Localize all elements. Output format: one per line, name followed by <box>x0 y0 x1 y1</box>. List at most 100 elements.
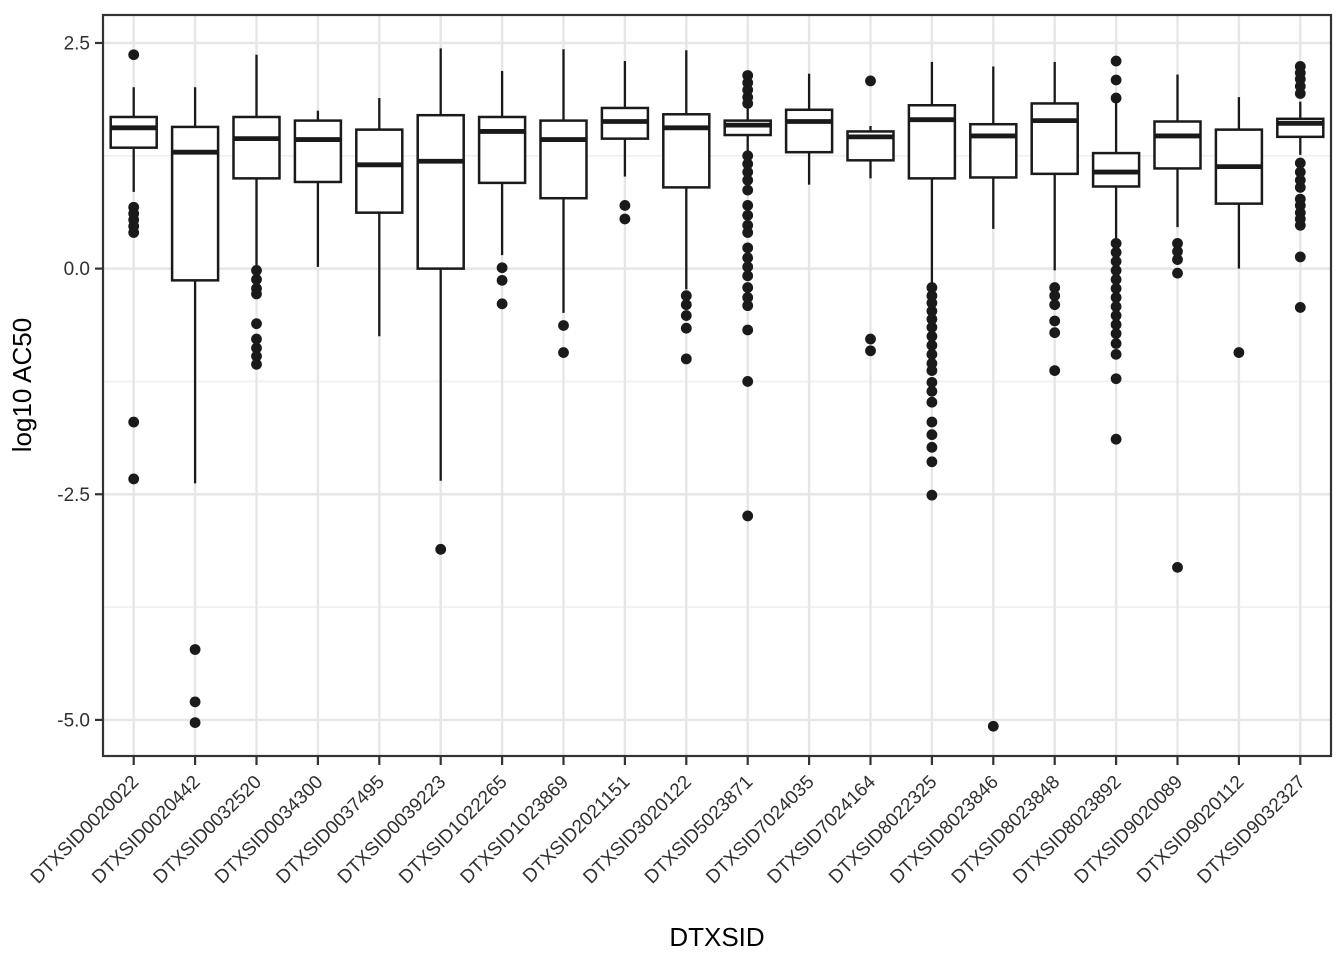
outlier-point <box>619 213 631 225</box>
boxplot <box>846 75 895 357</box>
outlier-point <box>619 200 631 211</box>
outlier-point <box>128 49 140 61</box>
outlier-point <box>742 158 754 170</box>
boxplot <box>539 49 588 358</box>
outlier-point <box>1172 246 1183 257</box>
outlier-point <box>742 300 754 312</box>
outlier-point <box>1172 237 1183 249</box>
iqr-box <box>232 115 281 180</box>
outlier-point <box>926 282 938 293</box>
outlier-point <box>1294 88 1306 99</box>
boxplot <box>293 110 343 267</box>
outlier-point <box>1233 347 1245 358</box>
boxplot <box>232 54 281 370</box>
outlier-point <box>926 396 938 408</box>
iqr-box <box>1030 102 1079 176</box>
outlier-point <box>742 242 754 254</box>
outlier-point <box>189 696 201 708</box>
y-tick-label: -2.5 <box>57 485 90 506</box>
outlier-point <box>1110 274 1122 285</box>
outlier-point <box>251 288 262 300</box>
outlier-point <box>742 292 754 303</box>
outlier-point <box>680 299 692 311</box>
outlier-point <box>1049 299 1061 311</box>
boxplot <box>1276 61 1325 313</box>
outlier-point <box>1110 74 1122 86</box>
boxplot <box>1153 74 1202 573</box>
outlier-point <box>865 75 876 87</box>
outlier-point <box>1110 55 1122 67</box>
boxplot <box>355 98 404 337</box>
y-tick-label: -5.0 <box>57 710 90 731</box>
outlier-point <box>987 720 999 732</box>
outlier-point <box>1172 267 1183 279</box>
outlier-point <box>1049 290 1061 302</box>
iqr-box <box>969 122 1018 179</box>
outlier-point <box>1294 219 1306 231</box>
outlier-point <box>558 320 569 331</box>
boxplot <box>1030 61 1079 377</box>
outlier-point <box>1049 327 1061 339</box>
outlier-point <box>742 174 754 186</box>
outlier-point <box>1172 561 1183 573</box>
boxplot <box>1214 97 1264 358</box>
outlier-point <box>926 416 938 428</box>
outlier-point <box>251 274 262 285</box>
outlier-point <box>496 298 508 310</box>
boxplot <box>170 87 220 729</box>
outlier-point <box>128 227 140 238</box>
iqr-box <box>293 119 343 184</box>
outlier-point <box>128 473 140 485</box>
outlier-point <box>251 350 262 362</box>
outlier-point <box>926 489 938 501</box>
outlier-point <box>251 342 262 354</box>
outlier-point <box>1110 92 1122 104</box>
outlier-point <box>1110 338 1122 349</box>
y-tick-label: 2.5 <box>64 33 90 54</box>
boxplot <box>662 50 711 365</box>
outlier-point <box>251 358 262 370</box>
boxplot <box>784 73 834 185</box>
outlier-point <box>1049 282 1061 293</box>
outlier-point <box>742 282 754 293</box>
outlier-point <box>865 345 876 357</box>
panel-border <box>101 13 1333 758</box>
outlier-point <box>742 166 754 178</box>
panel-frame <box>101 13 1333 758</box>
outlier-point <box>1172 254 1183 265</box>
iqr-box <box>355 128 404 214</box>
x-axis-title: DTXSID <box>669 922 764 952</box>
outlier-point <box>1110 246 1122 258</box>
outlier-point <box>742 150 754 162</box>
outlier-point <box>742 252 754 264</box>
outlier-point <box>496 274 508 286</box>
outlier-point <box>926 321 938 333</box>
boxplot <box>600 61 650 225</box>
outlier-point <box>926 348 938 360</box>
outlier-point <box>926 429 938 441</box>
outlier-point <box>742 510 754 522</box>
boxplot <box>477 70 527 310</box>
outlier-point <box>1049 315 1061 327</box>
outlier-point <box>926 365 938 377</box>
iqr-box <box>416 113 465 270</box>
outlier-point <box>1294 251 1306 263</box>
outlier-point <box>926 456 938 468</box>
outlier-point <box>926 305 938 317</box>
boxplot <box>109 49 158 485</box>
outlier-point <box>742 270 754 282</box>
outlier-point <box>1294 166 1306 178</box>
outlier-point <box>680 322 692 334</box>
outlier-point <box>128 416 140 428</box>
outlier-point <box>558 347 569 358</box>
outlier-point <box>926 339 938 351</box>
outlier-point <box>1110 292 1122 303</box>
outlier-point <box>1110 373 1122 385</box>
outlier-point <box>1110 433 1122 445</box>
outlier-point <box>742 184 754 196</box>
outlier-point <box>1110 237 1122 249</box>
iqr-box <box>539 119 588 200</box>
outlier-point <box>251 318 262 330</box>
iqr-box <box>784 108 834 154</box>
